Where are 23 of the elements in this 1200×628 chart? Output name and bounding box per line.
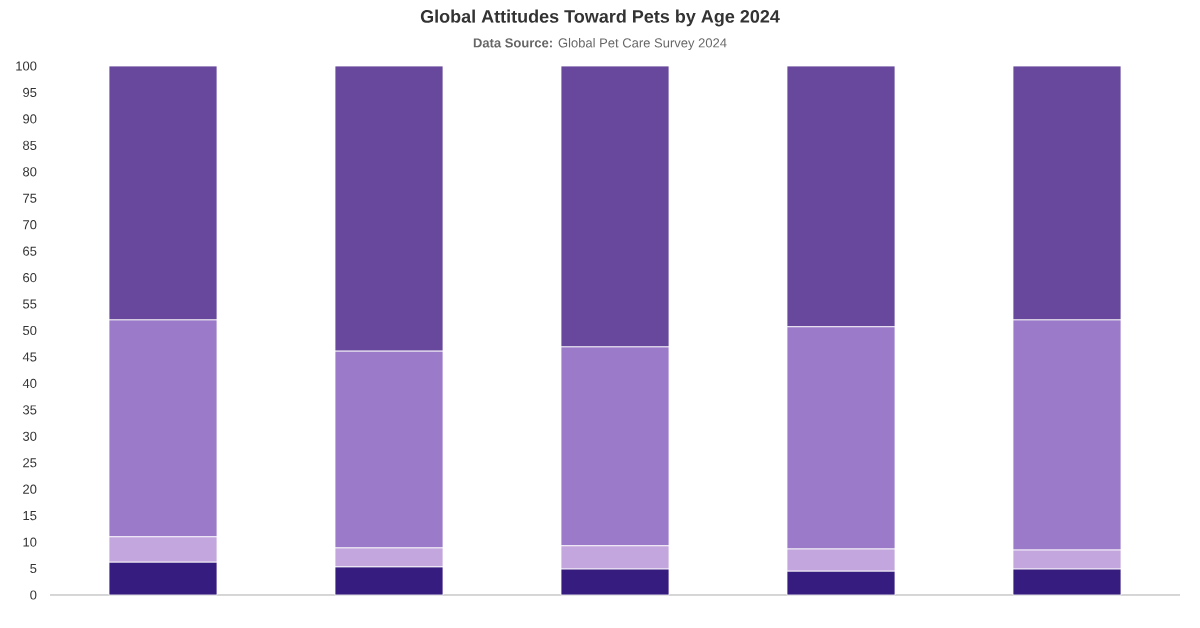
y-tick-label: 100 [16, 61, 37, 71]
y-tick-label: 20 [23, 484, 37, 494]
y-tick-label: 70 [23, 220, 37, 230]
y-tick-label: 65 [23, 246, 37, 256]
y-tick-label: 45 [22, 352, 37, 362]
y-tick-label: 30 [22, 431, 37, 441]
y-tick-label: 95 [23, 87, 37, 98]
chart-subtitle: Data Source: Global Pet Care Survey 2024 [473, 37, 727, 51]
y-tick-label: 0 [30, 590, 37, 600]
chart-title: Global Attitudes Toward Pets by Age 2024 [420, 9, 780, 27]
y-tick-label: 55 [23, 299, 37, 309]
y-tick-label: 40 [22, 378, 37, 388]
y-tick-label: 50 [23, 325, 37, 336]
y-tick-label: 90 [23, 114, 37, 124]
y-tick-label: 15 [23, 511, 37, 521]
y-tick-label: 75 [23, 193, 37, 203]
y-tick-label: 60 [23, 273, 37, 283]
y-tick-label: 80 [23, 167, 37, 177]
y-tick-label: 10 [23, 537, 37, 547]
y-tick-label: 5 [30, 564, 37, 574]
y-tick-label: 35 [22, 405, 37, 415]
y-tick-label: 25 [23, 458, 37, 468]
y-tick-label: 85 [23, 140, 37, 150]
